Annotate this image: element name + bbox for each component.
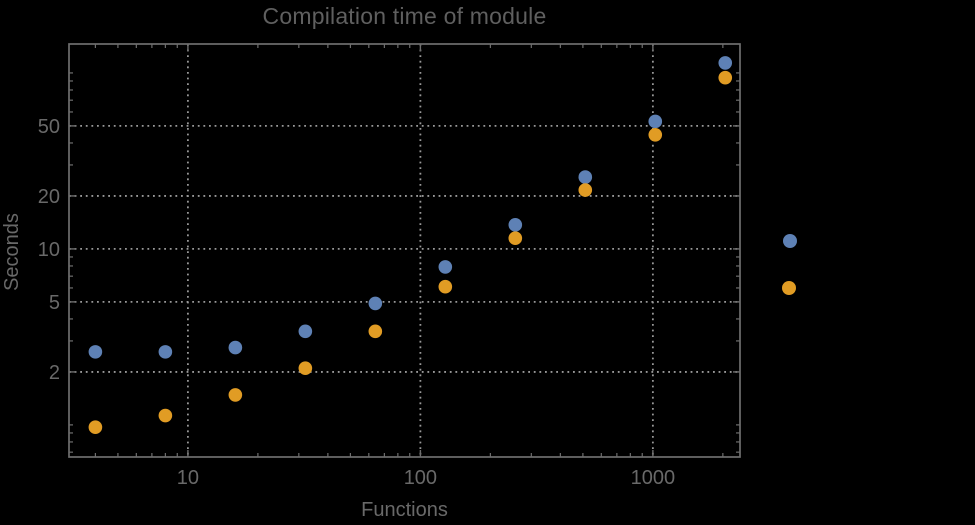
data-point-series-1-blue	[718, 56, 733, 70]
data-point-series-1-blue	[648, 114, 663, 129]
y-tick-label: 2	[49, 362, 60, 384]
data-point-series-1-blue	[228, 340, 243, 355]
x-tick-label: 1000	[631, 467, 676, 489]
data-point-series-2-orange	[158, 408, 173, 423]
legend-marker-series-2-orange	[782, 281, 796, 295]
x-axis-label: Functions	[361, 499, 448, 521]
y-tick-label: 5	[49, 292, 60, 314]
data-point-series-1-blue	[158, 345, 173, 359]
y-tick-label: 10	[38, 239, 60, 261]
data-point-series-1-blue	[508, 218, 523, 232]
data-point-series-2-orange	[298, 361, 313, 375]
chart-title: Compilation time of module	[262, 3, 547, 29]
data-point-series-1-blue	[578, 170, 593, 184]
plot-frame	[68, 43, 741, 458]
data-point-series-1-blue	[88, 345, 103, 359]
data-point-series-2-orange	[718, 70, 733, 85]
data-point-series-2-orange	[508, 231, 523, 246]
y-tick-label: 50	[38, 116, 60, 138]
data-point-series-1-blue	[438, 260, 453, 274]
y-tick-label: 20	[38, 186, 60, 208]
data-point-series-1-blue	[298, 324, 313, 339]
x-tick-label: 10	[177, 467, 199, 489]
data-point-series-2-orange	[228, 388, 243, 402]
data-point-series-1-blue	[368, 296, 383, 311]
legend-marker-series-1-blue	[783, 234, 797, 248]
data-point-series-2-orange	[368, 324, 383, 339]
data-point-series-2-orange	[438, 279, 453, 294]
data-point-series-2-orange	[648, 128, 663, 142]
data-point-series-2-orange	[88, 420, 103, 435]
data-point-series-2-orange	[578, 183, 593, 197]
x-tick-label: 100	[404, 467, 437, 489]
